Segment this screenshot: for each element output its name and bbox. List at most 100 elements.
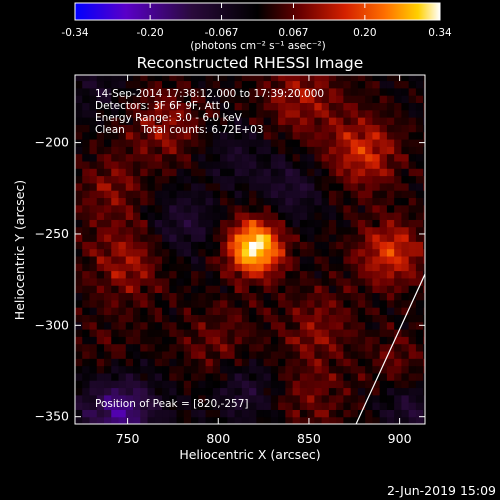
- heatmap-cell: [220, 204, 228, 213]
- heatmap-cell: [307, 328, 315, 337]
- heatmap-cell: [314, 292, 323, 301]
- heatmap-cell: [285, 233, 294, 242]
- heatmap-cell: [379, 270, 388, 279]
- heatmap-cell: [372, 212, 381, 220]
- heatmap-cell: [75, 153, 83, 162]
- heatmap-cell: [176, 277, 185, 286]
- heatmap-cell: [154, 394, 163, 403]
- heatmap-cell: [263, 233, 272, 242]
- heatmap-cell: [227, 299, 236, 308]
- heatmap-cell: [379, 299, 388, 308]
- heatmap-cell: [198, 343, 207, 352]
- heatmap-cell: [394, 299, 403, 308]
- heatmap-cell: [162, 219, 170, 228]
- heatmap-cell: [169, 292, 178, 301]
- heatmap-cell: [205, 160, 214, 169]
- heatmap-cell: [89, 102, 98, 111]
- heatmap-cell: [198, 314, 207, 323]
- heatmap-cell: [336, 204, 344, 213]
- heatmap-cell: [183, 175, 192, 184]
- heatmap-cell: [321, 102, 330, 111]
- heatmap-cell: [241, 307, 250, 315]
- heatmap-cell: [350, 350, 359, 359]
- heatmap-cell: [111, 87, 120, 96]
- heatmap-cell: [314, 307, 323, 315]
- heatmap-cell: [147, 299, 156, 308]
- heatmap-cell: [140, 263, 149, 272]
- heatmap-cell: [154, 175, 163, 184]
- heatmap-cell: [336, 124, 344, 133]
- heatmap-cell: [307, 372, 315, 381]
- heatmap-cell: [408, 328, 417, 337]
- heatmap-cell: [321, 270, 330, 279]
- heatmap-cell: [125, 299, 134, 308]
- heatmap-cell: [321, 416, 330, 424]
- heatmap-cell: [365, 248, 374, 257]
- heatmap-cell: [357, 416, 366, 424]
- heatmap-cell: [299, 387, 308, 396]
- heatmap-cell: [299, 226, 308, 235]
- heatmap-cell: [408, 197, 417, 206]
- heatmap-cell: [386, 80, 395, 89]
- heatmap-cell: [96, 380, 105, 389]
- heatmap-cell: [263, 343, 272, 352]
- heatmap-cell: [350, 358, 359, 367]
- heatmap-cell: [118, 131, 127, 140]
- heatmap-cell: [205, 292, 214, 301]
- heatmap-cell: [408, 190, 417, 199]
- heatmap-cell: [75, 146, 83, 155]
- heatmap-cell: [198, 307, 207, 315]
- heatmap-cell: [256, 117, 265, 125]
- heatmap-cell: [162, 402, 170, 410]
- heatmap-cell: [270, 138, 279, 147]
- heatmap-cell: [82, 102, 91, 111]
- heatmap-cell: [104, 146, 112, 155]
- heatmap-cell: [75, 102, 83, 111]
- heatmap-cell: [147, 233, 156, 242]
- heatmap-cell: [176, 212, 185, 220]
- heatmap-cell: [307, 160, 315, 169]
- heatmap-cell: [241, 219, 250, 228]
- heatmap-cell: [198, 380, 207, 389]
- heatmap-cell: [292, 219, 301, 228]
- heatmap-cell: [328, 358, 337, 367]
- heatmap-cell: [191, 204, 199, 213]
- heatmap-cell: [292, 175, 301, 184]
- heatmap-cell: [183, 299, 192, 308]
- heatmap-cell: [183, 416, 192, 424]
- heatmap-cell: [82, 80, 91, 89]
- heatmap-cell: [278, 117, 286, 125]
- heatmap-cell: [415, 95, 424, 104]
- heatmap-cell: [415, 350, 424, 359]
- heatmap-cell: [263, 212, 272, 220]
- heatmap-cell: [104, 387, 112, 396]
- heatmap-cell: [415, 409, 424, 418]
- heatmap-cell: [111, 350, 120, 359]
- heatmap-cell: [423, 336, 425, 345]
- heatmap-cell: [176, 285, 185, 294]
- heatmap-cell: [401, 409, 410, 418]
- heatmap-cell: [423, 307, 425, 315]
- heatmap-cell: [256, 190, 265, 199]
- heatmap-cell: [372, 175, 381, 184]
- heatmap-cell: [336, 197, 344, 206]
- heatmap-cell: [401, 387, 410, 396]
- heatmap-cell: [292, 190, 301, 199]
- heatmap-cell: [350, 387, 359, 396]
- heatmap-cell: [256, 307, 265, 315]
- heatmap-cell: [423, 219, 425, 228]
- heatmap-cell: [278, 380, 286, 389]
- heatmap-cell: [162, 248, 170, 257]
- heatmap-cell: [154, 307, 163, 315]
- heatmap-cell: [415, 314, 424, 323]
- heatmap-cell: [227, 175, 236, 184]
- heatmap-cell: [212, 328, 221, 337]
- heatmap-cell: [212, 80, 221, 89]
- heatmap-cell: [394, 372, 403, 381]
- heatmap-cell: [270, 233, 279, 242]
- heatmap-cell: [394, 219, 403, 228]
- heatmap-cell: [270, 328, 279, 337]
- heatmap-cell: [133, 233, 141, 242]
- heatmap-cell: [386, 277, 395, 286]
- heatmap-cell: [118, 277, 127, 286]
